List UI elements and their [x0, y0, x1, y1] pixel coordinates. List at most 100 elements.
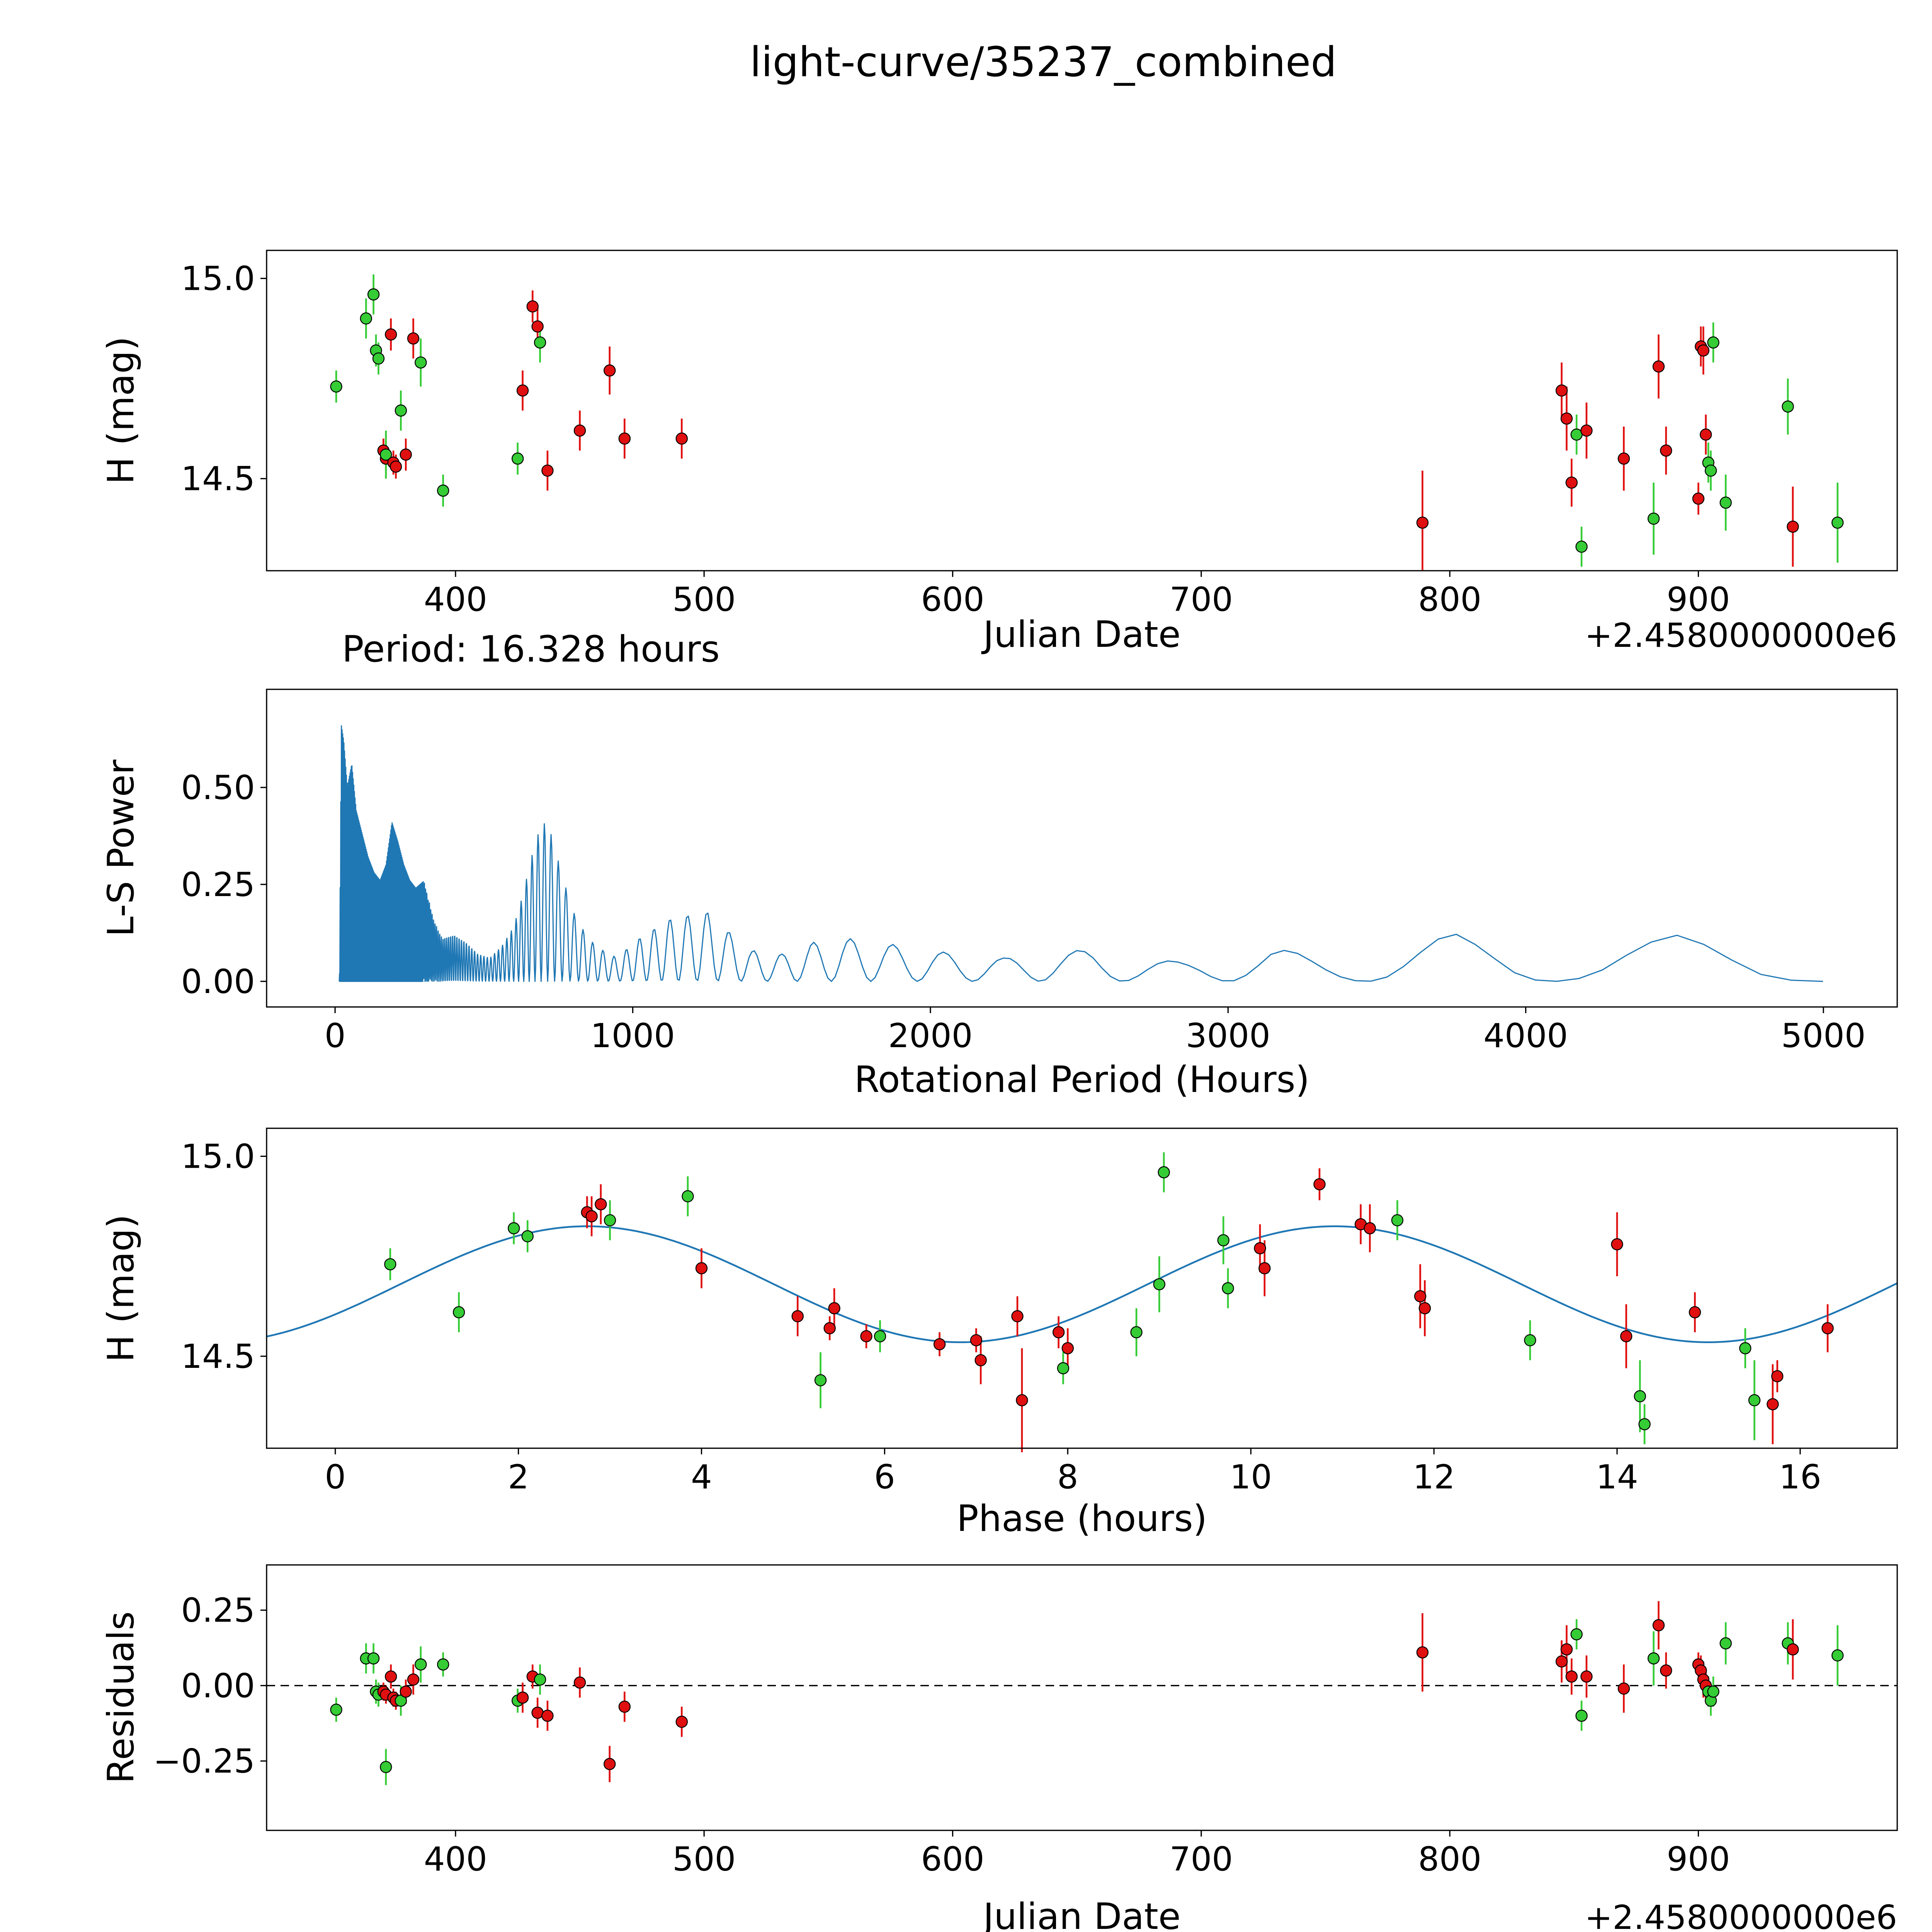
data-point-green [437, 485, 449, 497]
data-point-red [1697, 344, 1709, 357]
data-point-red [1259, 1262, 1271, 1274]
data-point-green [1748, 1394, 1761, 1406]
data-point-red [933, 1338, 946, 1350]
data-point-red [407, 1673, 420, 1686]
data-point-green [1217, 1234, 1230, 1247]
x-tick-label: 0 [325, 1458, 346, 1497]
axes-box [266, 1564, 1898, 1831]
data-point-green [534, 336, 546, 349]
data-point-red [531, 320, 544, 333]
data-point-red [400, 448, 412, 461]
data-point-green [814, 1374, 827, 1386]
data-point-green [512, 452, 524, 465]
panel1-ylabel: H (mag) [100, 337, 142, 485]
data-point-red [1660, 1664, 1672, 1677]
data-point-red [1016, 1394, 1028, 1406]
data-point-red [618, 432, 631, 445]
x-tick-label: 800 [1418, 580, 1481, 619]
time-series-data [330, 274, 1844, 571]
data-point-red [585, 1210, 598, 1223]
data-point-green [1153, 1278, 1165, 1291]
data-point-red [595, 1198, 607, 1211]
data-point-red [516, 384, 529, 397]
x-tick-label: 1000 [590, 1017, 675, 1055]
data-point-red [1652, 1619, 1665, 1631]
data-point-green [437, 1658, 449, 1671]
data-point-green [1575, 541, 1588, 553]
sinusoidal-fit-line [266, 1225, 1898, 1343]
x-tick-label: 12 [1413, 1458, 1455, 1497]
x-tick-label: 600 [921, 580, 984, 619]
data-point-red [1787, 520, 1799, 533]
data-point-green [1057, 1362, 1070, 1374]
data-point-red [1652, 360, 1665, 373]
y-tick-label: 15.0 [181, 260, 255, 298]
x-tick-label: 400 [424, 580, 487, 619]
x-tick-label: 14 [1596, 1458, 1638, 1497]
data-point-red [1416, 516, 1429, 529]
data-point-green [1647, 512, 1660, 525]
data-point-green [1634, 1390, 1646, 1403]
panel-phase-curve: 0 2 4 6 8 10 12 14 16 14.5 15.0 [181, 1128, 1898, 1497]
data-point-red [573, 424, 586, 437]
y-tick-label: 14.5 [181, 1337, 255, 1376]
data-point-green [1570, 1628, 1583, 1641]
data-point-red [860, 1330, 872, 1342]
panel-time-series: 400 500 600 700 800 900 14.5 15.0 [181, 250, 1898, 619]
data-point-green [452, 1306, 465, 1318]
data-point-green [1158, 1166, 1170, 1179]
data-point-green [1704, 464, 1717, 477]
x-tick-label: 2 [508, 1458, 529, 1497]
data-point-green [367, 1652, 380, 1665]
data-point-red [384, 328, 397, 341]
data-point-red [1692, 492, 1705, 505]
data-point-red [400, 1685, 412, 1698]
data-point-red [1787, 1643, 1799, 1656]
y-tick-label: 15.0 [181, 1137, 255, 1176]
panel4-x-offset-text: +2.4580000000e6 [1585, 1898, 1897, 1932]
data-point-green [874, 1330, 886, 1342]
y-tick-label: 0.50 [181, 769, 255, 807]
x-tick-label: 5000 [1781, 1017, 1866, 1055]
period-annotation: Period: 16.328 hours [342, 628, 720, 670]
axes-box [266, 689, 1898, 1008]
x-tick-label: 4000 [1483, 1017, 1568, 1055]
data-point-green [1130, 1326, 1143, 1338]
data-point-green [1719, 497, 1732, 509]
x-tick-label: 700 [1170, 580, 1233, 619]
data-point-red [1418, 1302, 1431, 1315]
y-tick-label: 14.5 [181, 460, 255, 498]
x-tick-label: 900 [1667, 580, 1730, 619]
y-tick-label: −0.25 [153, 1742, 255, 1781]
data-point-green [1831, 516, 1844, 529]
axes-box [266, 1128, 1898, 1449]
data-point-red [970, 1334, 983, 1347]
phase-data [384, 1152, 1834, 1452]
data-point-green [330, 380, 342, 393]
residual-data [330, 1601, 1844, 1785]
y-tick-label: 0.00 [181, 1667, 255, 1705]
data-point-red [1821, 1322, 1834, 1335]
data-point-green [1707, 1685, 1719, 1698]
figure-title: light-curve/35237_combined [750, 38, 1337, 86]
data-point-red [1011, 1310, 1024, 1323]
panel2-ylabel: L-S Power [100, 759, 142, 937]
data-point-green [1739, 1342, 1752, 1354]
data-point-red [516, 1691, 529, 1704]
data-point-red [1699, 428, 1712, 441]
data-point-green [604, 1214, 616, 1226]
data-point-red [1689, 1306, 1701, 1318]
data-point-green [384, 1258, 396, 1270]
data-point-red [1052, 1326, 1065, 1338]
data-point-green [415, 1658, 427, 1671]
data-point-red [1617, 1682, 1630, 1695]
data-point-green [1638, 1418, 1651, 1430]
y-tick-label: 0.25 [181, 866, 255, 904]
x-tick-label: 400 [424, 1840, 487, 1879]
data-point-green [415, 356, 427, 369]
data-point-red [975, 1354, 987, 1367]
data-point-red [389, 460, 402, 473]
data-point-red [604, 1758, 616, 1770]
x-tick-label: 500 [672, 580, 736, 619]
data-point-green [1222, 1282, 1234, 1294]
